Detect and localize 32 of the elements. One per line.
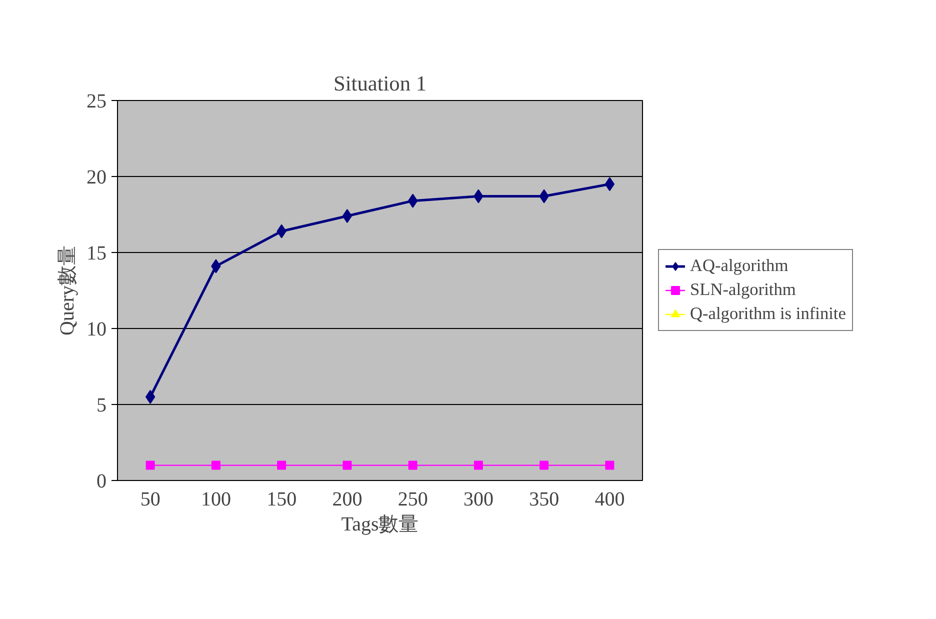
y-tick-label: 20 bbox=[86, 166, 106, 188]
point bbox=[342, 209, 352, 224]
point bbox=[342, 460, 352, 470]
legend-label: SLN-algorithm bbox=[690, 280, 796, 300]
point bbox=[211, 460, 220, 470]
legend-label: Q-algorithm is infinite bbox=[690, 304, 846, 324]
y-tick-label: 0 bbox=[96, 470, 106, 492]
y-tick-label: 25 bbox=[86, 90, 106, 112]
point bbox=[146, 460, 155, 470]
y-tick-label: 15 bbox=[86, 242, 106, 264]
point bbox=[604, 177, 615, 192]
x-tick-label: 400 bbox=[594, 488, 625, 510]
x-tick-label: 350 bbox=[529, 488, 560, 510]
legend-label: AQ-algorithm bbox=[690, 256, 788, 276]
x-axis-title: Tags數量 bbox=[341, 514, 419, 536]
point bbox=[408, 194, 418, 208]
y-tick-label: 10 bbox=[86, 318, 106, 340]
point bbox=[605, 460, 614, 470]
point bbox=[408, 460, 418, 470]
x-tick-label: 50 bbox=[140, 488, 160, 510]
chart-title: Situation 1 bbox=[333, 72, 427, 96]
point bbox=[540, 460, 549, 470]
y-axis-title: Query數量 bbox=[56, 246, 78, 336]
point bbox=[277, 460, 286, 470]
x-tick-label: 100 bbox=[200, 488, 231, 510]
x-tick-label: 150 bbox=[266, 488, 297, 510]
point bbox=[145, 390, 156, 404]
y-tick-label: 5 bbox=[96, 394, 106, 416]
x-tick-label: 250 bbox=[398, 488, 428, 510]
point bbox=[474, 460, 483, 470]
x-tick-label: 200 bbox=[332, 488, 362, 510]
x-tick-label: 300 bbox=[463, 488, 494, 510]
